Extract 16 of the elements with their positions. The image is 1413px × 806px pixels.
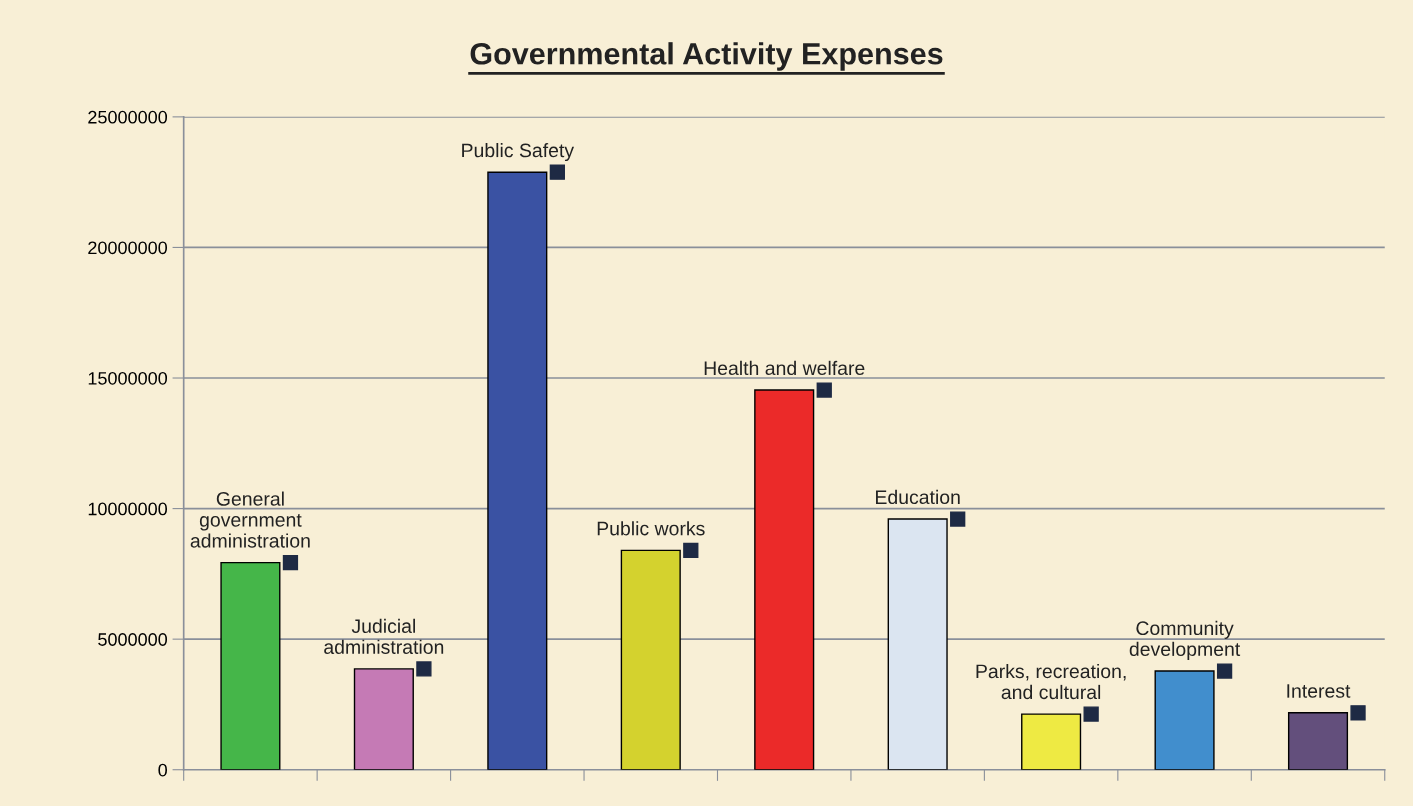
x-tick-label: Interest <box>1287 684 1351 698</box>
y-tick-label: 15000000 <box>88 371 168 385</box>
y-tick-label: 5000000 <box>98 633 168 646</box>
x-tick-label: Judicial administration <box>324 618 444 654</box>
y-tick-label: 20000000 <box>88 241 168 255</box>
x-tick-label: Public works <box>597 521 705 536</box>
x-tick-label: Parks, recreation, and cultural <box>976 663 1126 700</box>
y-tick-label: 0 <box>158 763 168 777</box>
x-tick-label: Education <box>876 489 960 505</box>
y-tick-label: 25000000 <box>88 110 168 124</box>
x-tick-label: Health and welfare <box>704 360 865 376</box>
y-tick-label: 10000000 <box>88 502 168 516</box>
x-tick-label: General government administration <box>190 491 310 548</box>
chart-title: Governmental Activity Expenses <box>470 42 943 71</box>
x-tick-label: Public Safety <box>462 143 575 162</box>
x-tick-label: Community development <box>1129 620 1241 660</box>
